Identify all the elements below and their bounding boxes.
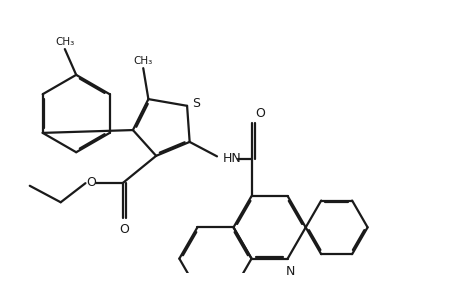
Text: HN: HN [223, 152, 242, 165]
Text: S: S [192, 97, 200, 110]
Text: N: N [285, 265, 295, 278]
Text: O: O [255, 107, 265, 120]
Text: CH₃: CH₃ [55, 37, 74, 47]
Text: CH₃: CH₃ [134, 56, 153, 66]
Text: O: O [120, 223, 130, 236]
Text: O: O [87, 176, 97, 189]
